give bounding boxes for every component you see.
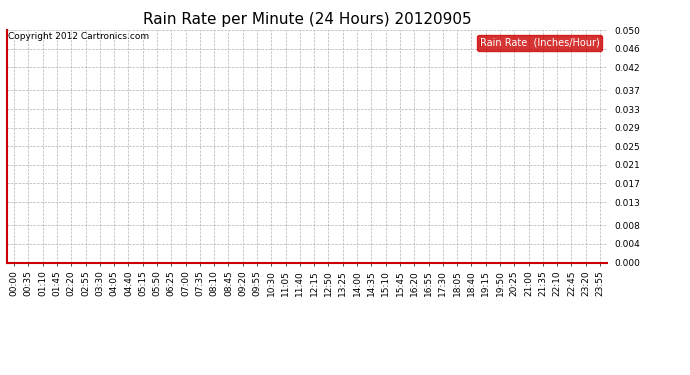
Text: Copyright 2012 Cartronics.com: Copyright 2012 Cartronics.com <box>8 32 148 41</box>
Legend: Rain Rate  (Inches/Hour): Rain Rate (Inches/Hour) <box>477 35 602 51</box>
Title: Rain Rate per Minute (24 Hours) 20120905: Rain Rate per Minute (24 Hours) 20120905 <box>143 12 471 27</box>
